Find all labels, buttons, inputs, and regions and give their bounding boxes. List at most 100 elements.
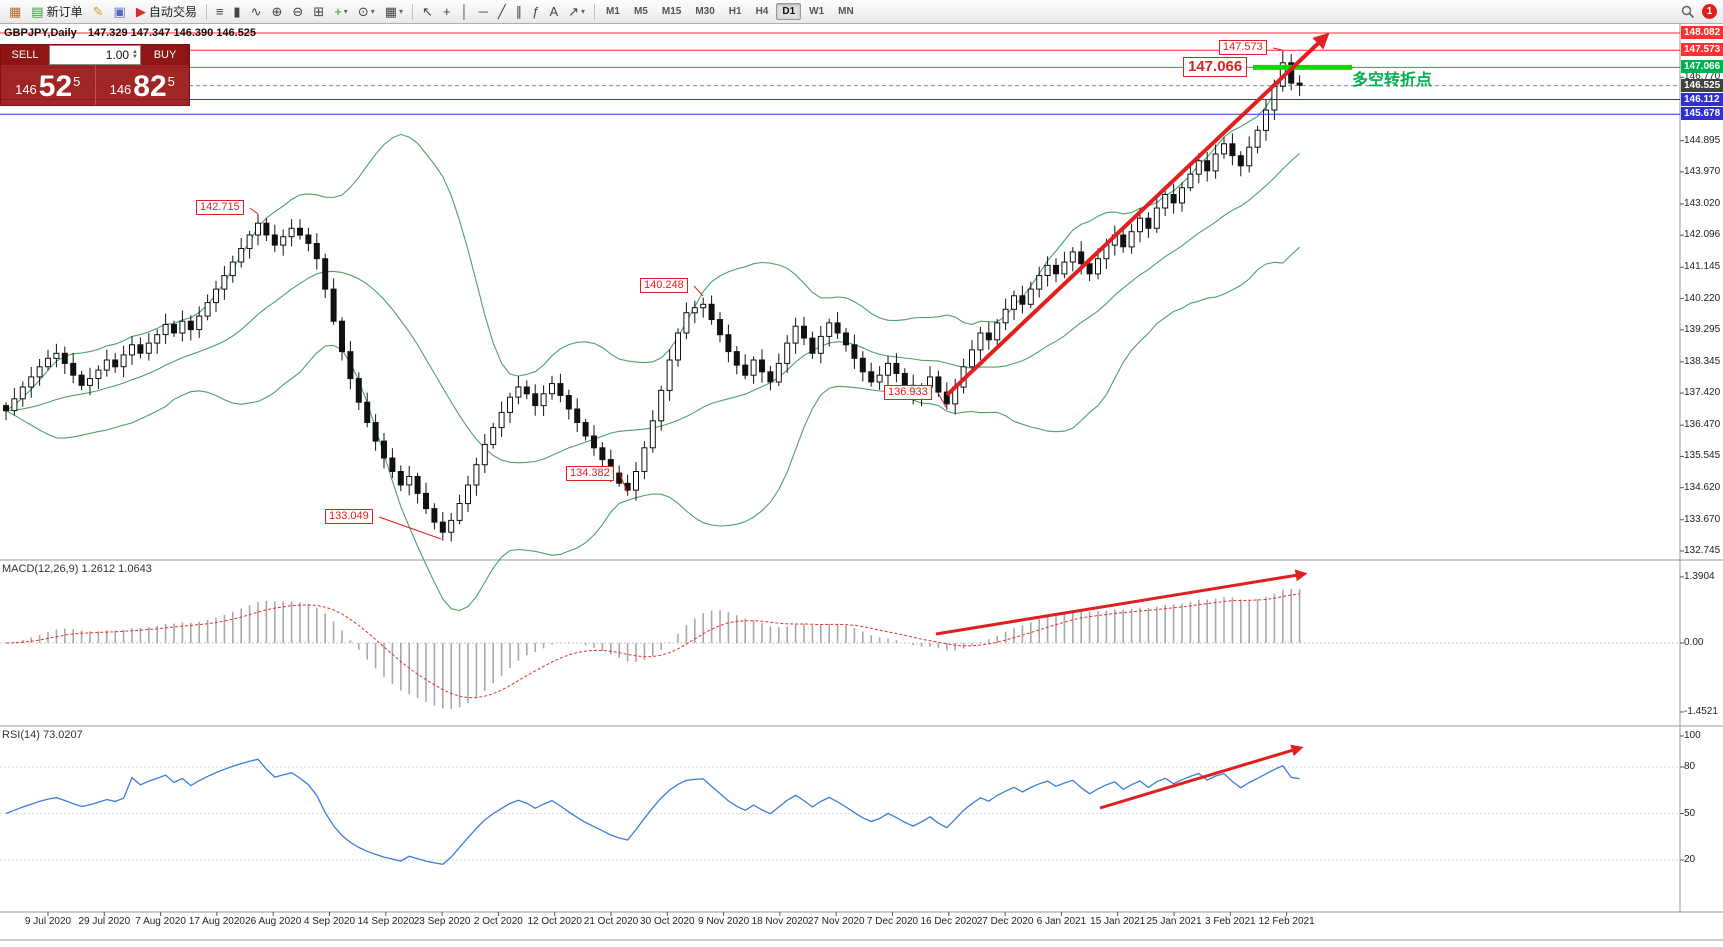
timeframe-m15-button[interactable]: M15	[661, 6, 682, 17]
timeframe-m30-button[interactable]: M30	[695, 6, 715, 17]
candle	[507, 392, 513, 423]
channel-tool-button[interactable]: ∥	[512, 2, 527, 22]
fibonacci-tool-icon: ƒ	[532, 3, 540, 19]
candle	[1086, 259, 1093, 282]
candle	[381, 433, 387, 469]
order-row: SELL 1.00 ▲ ▼ BUY	[1, 45, 189, 65]
new-order-icon: ▤	[31, 3, 44, 19]
candle	[985, 322, 992, 350]
notifications-badge[interactable]: 1	[1702, 4, 1717, 19]
volume-stepper[interactable]: ▲ ▼	[132, 49, 138, 60]
trendline-tool-button[interactable]: ╱	[494, 2, 510, 22]
charts-window-button[interactable]: ▦	[5, 2, 25, 22]
search-button[interactable]	[1679, 3, 1697, 21]
trend-arrows[interactable]	[249, 32, 1330, 810]
candle	[557, 373, 564, 403]
zoom-in-button[interactable]: ⊕	[267, 2, 286, 22]
candle	[1246, 136, 1253, 173]
candle	[364, 392, 371, 428]
price-callout[interactable]: 142.715	[196, 200, 244, 215]
candle	[582, 419, 589, 441]
candlestick-chart-icon: ▮	[233, 3, 241, 19]
symbol-title: GBPJPY,Daily	[4, 27, 77, 39]
rsi-scale-label: 100	[1684, 730, 1701, 741]
candle	[1204, 152, 1211, 182]
macd-indicator-label: MACD(12,26,9) 1.2612 1.0643	[2, 563, 152, 575]
candle	[809, 331, 816, 359]
timeframe-h4-button[interactable]: H4	[755, 6, 769, 17]
ask-main: 82	[133, 70, 167, 103]
price-callout[interactable]: 140.248	[640, 278, 688, 293]
turning-point-text[interactable]: 多空转折点	[1352, 72, 1433, 89]
turning-price-label[interactable]: 147.066	[1183, 57, 1248, 77]
crosshair-tool-button[interactable]: +	[439, 2, 455, 22]
panel-separators	[0, 24, 1723, 941]
auto-trading-button[interactable]: ▶ 自动交易	[132, 2, 201, 22]
fibonacci-tool-button[interactable]: ƒ	[528, 2, 543, 22]
timeframe-h1-button[interactable]: H1	[728, 6, 742, 17]
date-label: 7 Dec 2020	[866, 916, 919, 927]
timeframe-mn-button[interactable]: MN	[838, 6, 854, 17]
candle	[591, 425, 597, 456]
candle	[649, 410, 656, 453]
arrows-tool-button[interactable]: ↗ ▾	[564, 2, 589, 22]
bar-chart-button[interactable]: ≡	[212, 2, 228, 22]
timeframe-w1-button[interactable]: W1	[809, 6, 825, 17]
candle	[1069, 247, 1076, 272]
candle	[1187, 164, 1194, 192]
rsi-scale-label: 80	[1684, 761, 1696, 772]
price-callout[interactable]: 136.933	[884, 385, 932, 400]
candle	[666, 349, 673, 401]
price-callout[interactable]: 133.049	[325, 509, 373, 524]
rsi-scale-label: 50	[1684, 807, 1696, 819]
tile-windows-button[interactable]: ⊞	[309, 2, 328, 22]
volume-field[interactable]: 1.00 ▲ ▼	[49, 45, 141, 65]
zoom-out-button[interactable]: ⊖	[288, 2, 307, 22]
periods-button[interactable]: ⊙ ▾	[354, 2, 379, 22]
price-callout[interactable]: 147.573	[1219, 40, 1267, 55]
toolbar-separator	[412, 3, 414, 20]
sell-button[interactable]: SELL	[1, 45, 49, 65]
candle	[767, 365, 774, 391]
indicators-button[interactable]: + ▾	[330, 2, 352, 22]
timeframe-d1-button[interactable]: D1	[776, 3, 802, 20]
channel-tool-icon: ∥	[515, 3, 523, 19]
candle	[1002, 298, 1009, 331]
text-tool-button[interactable]: A	[545, 2, 562, 22]
cursor-tool-button[interactable]: ↖	[418, 2, 437, 22]
horizontal-line-tool-button[interactable]: ─	[475, 2, 492, 22]
volume-up-icon[interactable]: ▲	[132, 49, 138, 55]
volume-down-icon[interactable]: ▼	[132, 54, 138, 60]
candle	[481, 434, 488, 473]
price-callout[interactable]: 134.382	[566, 466, 614, 481]
date-label: 27 Dec 2020	[976, 916, 1034, 927]
new-order-button[interactable]: ▤ 新订单	[27, 2, 86, 22]
timeframe-m1-button[interactable]: M1	[606, 6, 620, 17]
candle	[490, 422, 497, 449]
bid-prefix: 146	[15, 82, 37, 97]
candle	[1027, 281, 1034, 309]
candle	[498, 401, 505, 437]
metaeditor-button[interactable]: ✎	[89, 2, 108, 22]
price-level-lines[interactable]	[0, 32, 1680, 115]
templates-button[interactable]: ▦ ▾	[381, 2, 407, 22]
market-watch-button[interactable]: ▣	[110, 2, 130, 22]
line-chart-button[interactable]: ∿	[247, 2, 266, 22]
bid-price[interactable]: 146 52 5	[1, 65, 96, 105]
candle	[523, 380, 530, 400]
candle	[162, 313, 169, 344]
price-axis-label: 137.420	[1684, 387, 1721, 399]
candlestick-chart-button[interactable]: ▮	[229, 2, 244, 22]
buy-button[interactable]: BUY	[141, 45, 189, 65]
ask-prefix: 146	[109, 82, 132, 97]
candle	[137, 337, 144, 359]
chart-title: GBPJPY,Daily 147.329 147.347 146.390 146…	[4, 27, 256, 39]
candle	[53, 343, 60, 368]
bid-pipette: 5	[73, 74, 81, 89]
vertical-line-tool-button[interactable]: │	[457, 2, 473, 22]
price-tag: 145.678	[1681, 107, 1723, 121]
timeframe-m5-button[interactable]: M5	[633, 6, 648, 17]
ask-price[interactable]: 146 82 5	[96, 65, 190, 105]
date-label: 12 Oct 2020	[527, 916, 582, 927]
